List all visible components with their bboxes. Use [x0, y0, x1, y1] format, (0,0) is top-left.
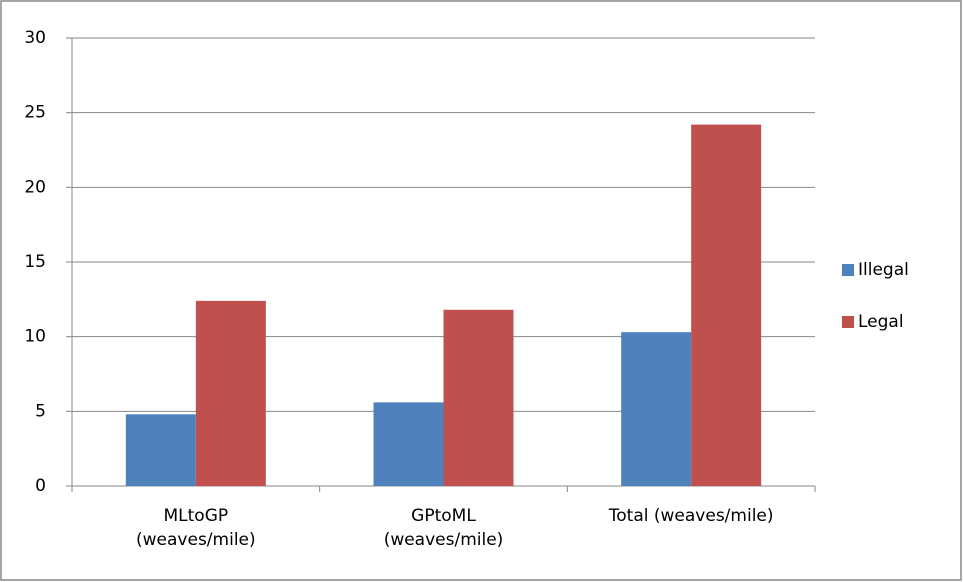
y-tick-label: 25 — [24, 103, 46, 123]
y-tick-label: 0 — [35, 476, 46, 496]
bar — [373, 402, 444, 486]
x-tick-label: MLtoGP (weaves/mile) — [136, 506, 256, 550]
y-tick-label: 15 — [24, 252, 46, 272]
bar — [195, 300, 266, 486]
y-tick-label: 30 — [24, 28, 46, 48]
legend-label: Illegal — [858, 260, 909, 280]
x-tick-label: GPtoML (weaves/mile) — [383, 506, 504, 550]
bar — [621, 332, 692, 486]
y-tick-label: 10 — [24, 327, 46, 347]
y-tick-label: 5 — [35, 401, 46, 421]
bar — [125, 414, 196, 486]
y-tick-label: 20 — [24, 177, 46, 197]
legend-swatch — [842, 316, 854, 328]
legend-swatch — [842, 264, 854, 276]
bar — [443, 309, 514, 486]
x-tick-label: Total (weaves/mile) — [608, 506, 774, 526]
legend-label: Legal — [858, 312, 904, 332]
bar — [691, 124, 762, 486]
